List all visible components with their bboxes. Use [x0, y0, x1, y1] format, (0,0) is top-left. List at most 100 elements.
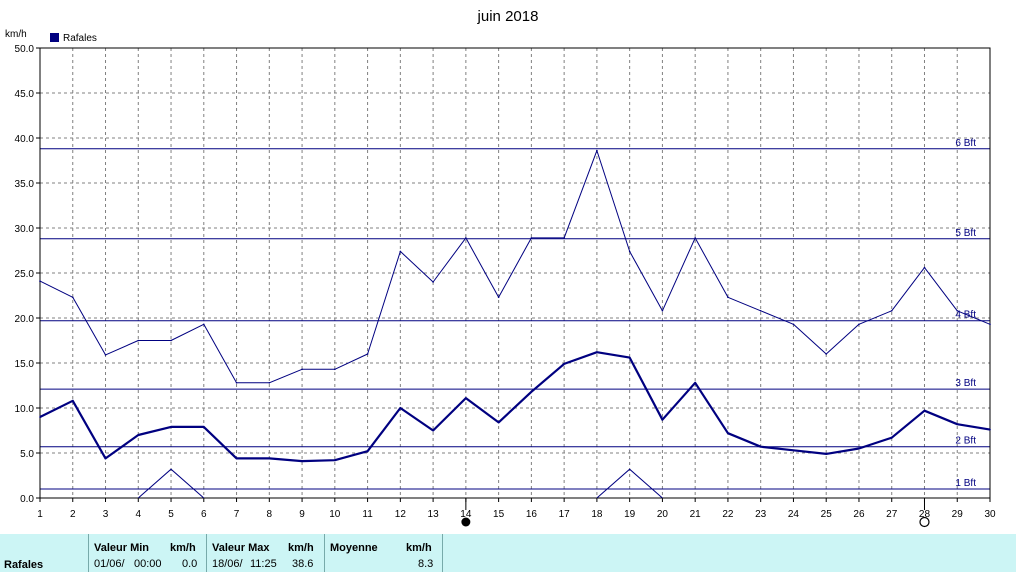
chart-title: juin 2018: [477, 8, 539, 25]
data-point: [104, 457, 107, 460]
beaufort-label: 3 Bft: [955, 378, 976, 389]
x-tick-label: 18: [591, 509, 603, 520]
beaufort-label: 2 Bft: [955, 436, 976, 447]
data-point: [399, 407, 402, 409]
data-point: [792, 323, 795, 326]
x-tick-label: 19: [624, 509, 636, 520]
stats-row-label: Rafales: [4, 559, 44, 571]
x-tick-label: 7: [234, 509, 240, 520]
x-tick-label: 6: [201, 509, 207, 520]
y-tick-label: 20.0: [15, 314, 35, 325]
x-tick-label: 30: [984, 509, 996, 520]
beaufort-label: 1 Bft: [955, 478, 976, 489]
x-tick-label: 12: [395, 509, 407, 520]
data-point: [530, 391, 533, 393]
data-point: [989, 428, 991, 431]
x-tick-label: 13: [428, 509, 440, 520]
data-point: [530, 237, 533, 239]
data-point: [202, 426, 205, 428]
x-tick-label: 20: [657, 509, 669, 520]
series-line-thin: [39, 150, 991, 384]
x-tick-label: 14: [460, 509, 472, 520]
stats-avg-cell: Moyenne km/h 8.3: [324, 534, 442, 572]
data-point: [792, 449, 795, 452]
data-point: [628, 250, 631, 253]
data-point: [759, 310, 762, 312]
x-tick-label: 26: [853, 509, 865, 520]
x-tick-label: 17: [559, 509, 571, 520]
series-segment: [596, 468, 663, 499]
data-point: [497, 296, 500, 299]
stats-separator: [324, 534, 325, 572]
full-moon-icon: [919, 516, 930, 528]
max-header: Valeur Max: [212, 542, 270, 554]
stats-separator: [88, 534, 89, 572]
x-tick-label: 25: [821, 509, 833, 520]
data-point: [661, 310, 664, 312]
data-point: [825, 453, 828, 455]
data-point: [366, 353, 369, 355]
x-tick-label: 1: [37, 509, 43, 520]
y-tick-label: 40.0: [15, 134, 35, 145]
data-point: [104, 354, 107, 356]
stats-max-cell: Valeur Max km/h 18/06/ 11:25 38.6: [206, 534, 324, 572]
data-point: [399, 250, 402, 253]
x-tick-label: 16: [526, 509, 538, 520]
data-point: [890, 310, 893, 312]
avg-unit: km/h: [406, 542, 432, 554]
x-tick-label: 23: [755, 509, 767, 520]
min-value: 0.0: [182, 558, 198, 570]
data-point: [202, 323, 205, 326]
data-point: [432, 429, 434, 432]
series-segment: [137, 468, 205, 499]
series-line-thick: [39, 351, 991, 463]
y-tick-label: 0.0: [20, 494, 34, 505]
beaufort-label: 6 Bft: [955, 138, 976, 149]
new-moon-icon: [461, 517, 471, 527]
y-tick-label: 45.0: [15, 89, 35, 100]
data-point: [465, 237, 467, 239]
data-point: [858, 447, 860, 450]
x-tick-label: 27: [886, 509, 898, 520]
x-tick-label: 8: [267, 509, 273, 520]
min-time: 00:00: [134, 558, 162, 570]
x-tick-label: 28: [919, 509, 931, 520]
stats-separator: [442, 534, 443, 572]
data-point: [596, 149, 598, 152]
data-point: [890, 436, 893, 439]
data-point: [563, 237, 565, 239]
plot-area: 1 Bft 2 Bft 3 Bft 4 Bft 5 Bft 6 Bft 0.0 5.0 10.0…: [15, 44, 996, 528]
x-tick-label: 9: [299, 509, 305, 520]
data-point: [137, 339, 140, 342]
data-point: [825, 353, 828, 355]
data-point: [628, 356, 631, 359]
data-point: [661, 418, 664, 421]
avg-header: Moyenne: [330, 542, 378, 554]
data-point: [497, 421, 500, 424]
data-point: [956, 423, 959, 426]
stats-min-cell: Valeur Min km/h 01/06/ 00:00 0.0: [88, 534, 206, 572]
x-tick-label: 2: [70, 509, 76, 520]
data-point: [268, 382, 271, 384]
data-point: [301, 368, 303, 371]
legend-swatch: [50, 33, 59, 42]
data-point: [39, 280, 41, 282]
data-point: [596, 351, 598, 354]
y-tick-label: 5.0: [20, 449, 34, 460]
data-point: [71, 296, 74, 299]
y-tick-label: 15.0: [15, 359, 35, 370]
data-point: [759, 445, 762, 448]
data-point: [727, 432, 729, 435]
data-point: [694, 382, 696, 384]
data-point: [432, 281, 434, 283]
max-unit: km/h: [288, 542, 314, 554]
x-tick-label: 24: [788, 509, 800, 520]
data-point: [563, 363, 565, 365]
data-point: [170, 339, 172, 342]
wind-gust-chart: juin 2018 km/h Rafales 1 Bft 2 Bft 3 Bft 4 …: [5, 8, 996, 528]
x-tick-label: 21: [690, 509, 702, 520]
y-tick-label: 10.0: [15, 404, 35, 415]
x-tick-label: 29: [952, 509, 964, 520]
data-point: [334, 368, 336, 371]
data-point: [465, 397, 467, 399]
